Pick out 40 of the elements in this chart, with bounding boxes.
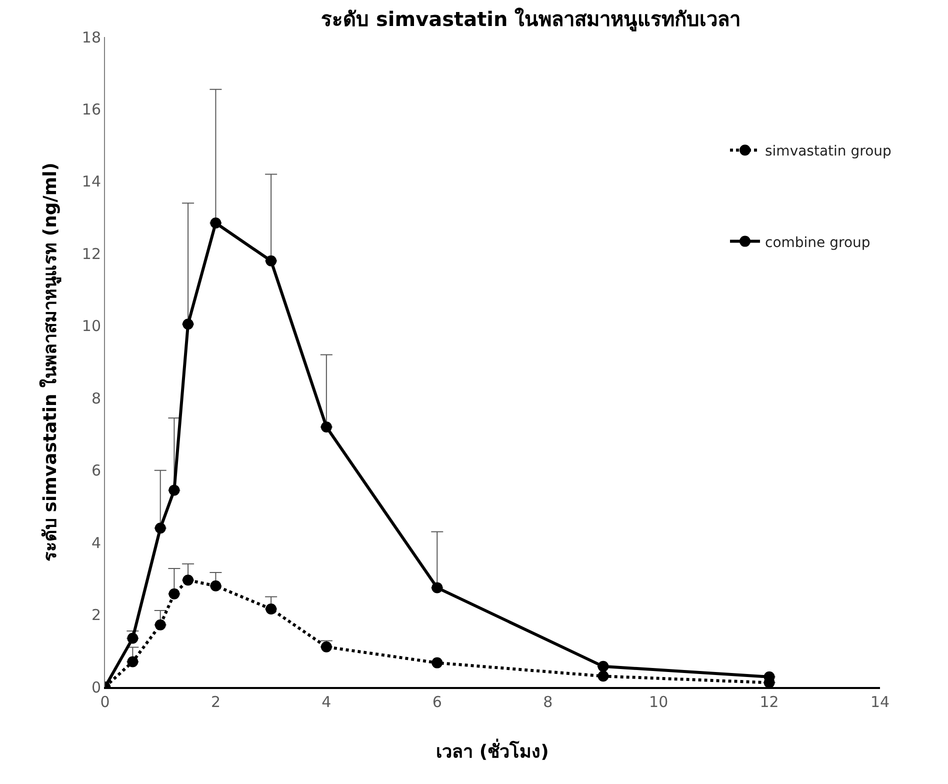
point [168,484,180,496]
point [127,632,138,644]
y-tick-label: 2 [91,606,101,624]
x-axis-title: เวลา (ชั่วโมง) [436,738,549,763]
legend-label: simvastatin group [765,144,892,160]
point [127,656,138,668]
y-tick-label: 12 [82,244,101,263]
y-tick-label: 6 [91,462,101,480]
point [320,422,332,432]
legend-label: combine group [765,234,870,251]
x-tick-label: 2 [210,693,220,711]
point [432,582,443,594]
point [182,574,194,586]
y-tick-label: 4 [91,534,101,552]
point [154,619,166,630]
y-tick-label: 14 [82,172,101,191]
point [598,670,609,682]
chart-title: ระดับ simvastatin ในพลาสมาหนูแรทกับเวลา [321,6,741,33]
x-tick-label: 12 [760,693,779,711]
point [266,255,277,266]
y-tick-label: 8 [91,389,101,408]
point [598,660,609,672]
y-axis-title: ระดับ simvastatin ในพลาสมาหนูแรท (ng/ml) [39,162,62,562]
y-tick-label: 10 [82,317,101,336]
point [154,522,166,534]
point [168,588,180,600]
x-tick-label: 10 [649,693,668,711]
point [182,318,194,330]
x-tick-label: 4 [322,693,332,711]
y-tick-label: 16 [82,100,101,118]
point [210,217,222,228]
x-tick-label: 14 [870,693,890,711]
point [266,604,277,614]
x-tick-label: 6 [432,693,442,711]
point [320,641,332,652]
point [432,657,443,668]
x-tick-label: 8 [543,693,553,711]
y-tick-label: 0 [91,678,101,696]
point [210,580,222,592]
y-tick-label: 18 [82,28,101,46]
